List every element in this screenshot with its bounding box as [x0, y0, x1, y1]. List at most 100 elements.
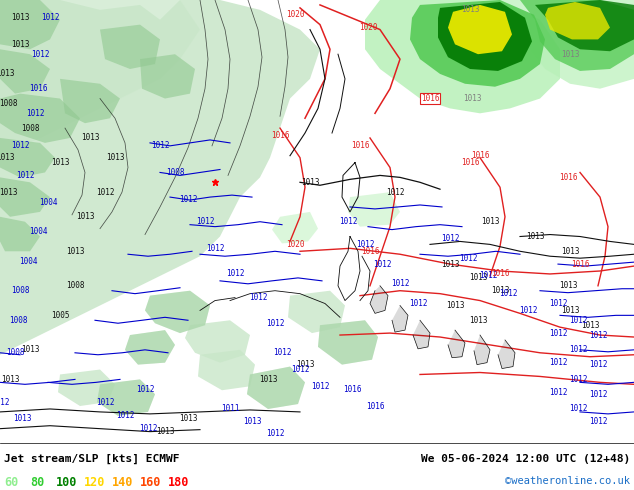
Text: 1012: 1012: [549, 388, 567, 397]
Text: 1013: 1013: [441, 260, 459, 269]
Polygon shape: [145, 291, 210, 333]
Text: 1005: 1005: [51, 311, 69, 320]
Text: 120: 120: [84, 476, 105, 489]
Polygon shape: [413, 320, 430, 349]
Text: 1013: 1013: [11, 13, 29, 22]
Text: 1013: 1013: [560, 247, 579, 256]
Text: 1020: 1020: [359, 23, 377, 32]
Polygon shape: [140, 54, 195, 98]
Polygon shape: [97, 379, 155, 416]
Text: 1016: 1016: [351, 141, 369, 150]
Text: 1013: 1013: [0, 188, 17, 196]
Text: 1016: 1016: [461, 158, 479, 167]
Polygon shape: [0, 0, 60, 49]
Text: 1016: 1016: [471, 151, 489, 160]
Text: 1013: 1013: [243, 417, 261, 426]
Polygon shape: [198, 350, 255, 390]
Text: 1012: 1012: [96, 188, 114, 196]
Text: 1012: 1012: [96, 397, 114, 407]
Text: 80: 80: [30, 476, 44, 489]
Text: 1013: 1013: [461, 5, 479, 14]
Text: 140: 140: [112, 476, 133, 489]
Polygon shape: [100, 24, 160, 69]
Text: 1013: 1013: [156, 427, 174, 436]
Text: 1013: 1013: [481, 217, 499, 226]
Polygon shape: [97, 379, 155, 416]
Text: 1013: 1013: [259, 375, 277, 384]
Text: 1013: 1013: [581, 320, 599, 330]
Text: 1013: 1013: [526, 232, 544, 241]
Text: 1008: 1008: [9, 316, 27, 325]
Polygon shape: [535, 0, 634, 51]
Text: 1004: 1004: [39, 197, 57, 206]
Text: 1012: 1012: [206, 244, 224, 253]
Text: 1013: 1013: [463, 94, 481, 103]
Polygon shape: [0, 94, 80, 143]
Polygon shape: [448, 330, 465, 358]
Polygon shape: [318, 320, 378, 365]
Text: 1012: 1012: [266, 429, 284, 438]
Polygon shape: [498, 340, 515, 368]
Text: 1013: 1013: [0, 153, 14, 162]
Text: 1008: 1008: [6, 348, 24, 357]
Text: 100: 100: [56, 476, 77, 489]
Text: 1016: 1016: [491, 270, 509, 278]
Text: 1013: 1013: [11, 40, 29, 49]
Polygon shape: [392, 305, 408, 332]
Text: 1012: 1012: [249, 293, 268, 302]
Text: 1016: 1016: [571, 260, 589, 269]
Text: 1012: 1012: [409, 299, 427, 308]
Polygon shape: [0, 138, 55, 177]
Text: 1008: 1008: [21, 123, 39, 133]
Text: 1012: 1012: [589, 360, 607, 369]
Text: 1012: 1012: [479, 271, 497, 280]
Text: 1012: 1012: [589, 417, 607, 426]
Text: 1012: 1012: [569, 404, 587, 414]
Text: 1012: 1012: [196, 217, 214, 226]
Text: 1012: 1012: [549, 329, 567, 338]
Text: 1012: 1012: [151, 141, 169, 150]
Text: 1016: 1016: [343, 385, 361, 394]
Text: 1013: 1013: [446, 301, 464, 310]
Polygon shape: [318, 320, 378, 365]
Text: 1012: 1012: [569, 316, 587, 325]
Text: 1012: 1012: [356, 240, 374, 249]
Text: ©weatheronline.co.uk: ©weatheronline.co.uk: [505, 476, 630, 486]
Text: 1004: 1004: [19, 257, 37, 266]
Text: 1020: 1020: [286, 10, 304, 19]
Text: 1013: 1013: [560, 49, 579, 59]
Text: 1012: 1012: [0, 397, 10, 407]
Polygon shape: [0, 0, 320, 355]
Text: 1012: 1012: [26, 109, 44, 118]
Text: 1013: 1013: [75, 212, 94, 221]
Text: 1016: 1016: [29, 84, 48, 93]
Polygon shape: [60, 79, 120, 123]
Text: 1013: 1013: [51, 158, 69, 167]
Polygon shape: [145, 291, 210, 333]
Text: 1013: 1013: [559, 281, 577, 290]
Polygon shape: [500, 0, 634, 89]
Text: 1013: 1013: [13, 415, 31, 423]
Text: 1012: 1012: [179, 195, 197, 203]
Text: 1008: 1008: [66, 281, 84, 290]
Polygon shape: [0, 217, 40, 251]
Text: 1008: 1008: [11, 286, 29, 295]
Text: 1013: 1013: [179, 415, 197, 423]
Polygon shape: [438, 2, 532, 71]
Text: 1012: 1012: [311, 382, 329, 391]
Text: 1012: 1012: [339, 217, 357, 226]
Polygon shape: [247, 367, 305, 409]
Text: 1012: 1012: [139, 424, 157, 433]
Polygon shape: [348, 192, 400, 227]
Text: 1013: 1013: [0, 70, 14, 78]
Polygon shape: [474, 335, 490, 365]
Text: 1004: 1004: [29, 227, 48, 236]
Text: 1008: 1008: [165, 168, 184, 177]
Text: We 05-06-2024 12:00 UTC (12+48): We 05-06-2024 12:00 UTC (12+48): [421, 454, 630, 464]
Text: 1013: 1013: [1, 375, 19, 384]
Text: 1013: 1013: [469, 273, 488, 282]
Text: 1012: 1012: [549, 358, 567, 367]
Text: 1012: 1012: [291, 365, 309, 374]
Polygon shape: [545, 2, 610, 39]
Text: 60: 60: [4, 476, 18, 489]
